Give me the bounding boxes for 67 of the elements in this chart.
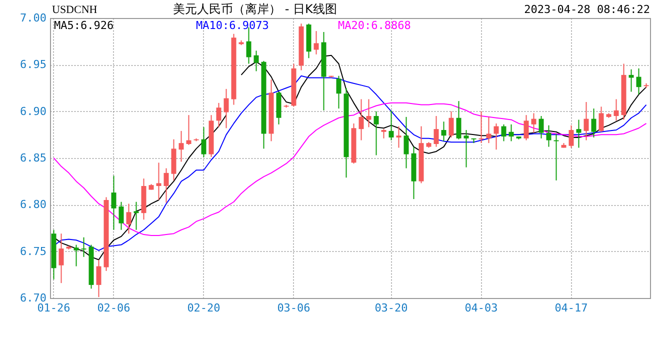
candlestick bbox=[508, 124, 514, 142]
y-tick-label: 6.95 bbox=[20, 58, 46, 72]
candlestick bbox=[441, 121, 446, 142]
candlestick bbox=[404, 116, 409, 169]
candlestick bbox=[576, 119, 582, 148]
y-tick-label: 6.80 bbox=[20, 198, 46, 212]
line-series bbox=[53, 102, 647, 236]
candlestick bbox=[111, 175, 116, 230]
y-tick-label: 6.75 bbox=[20, 244, 46, 258]
candlestick bbox=[254, 50, 259, 72]
candlestick bbox=[358, 98, 364, 141]
candlestick bbox=[598, 106, 604, 132]
x-tick-label: 02-20 bbox=[187, 302, 220, 314]
x-tick-label: 03-06 bbox=[277, 302, 310, 314]
candlestick bbox=[58, 233, 64, 284]
candlestick bbox=[74, 244, 79, 267]
candlestick bbox=[448, 110, 454, 138]
candlestick bbox=[186, 114, 192, 146]
candlestick bbox=[584, 102, 589, 141]
candlestick bbox=[381, 128, 386, 139]
candlestick bbox=[118, 201, 124, 230]
candlestick bbox=[156, 162, 162, 200]
x-tick-label: 01-26 bbox=[37, 302, 70, 314]
candlestick bbox=[81, 236, 86, 258]
x-tick-label: 04-03 bbox=[464, 302, 498, 314]
candlestick bbox=[486, 116, 492, 144]
candlestick bbox=[614, 98, 619, 122]
x-tick-label: 04-17 bbox=[554, 302, 588, 314]
candlestick bbox=[478, 110, 484, 144]
chart-subtitle: USDCNH bbox=[52, 4, 98, 16]
candlestick bbox=[531, 112, 536, 134]
candlestick bbox=[201, 126, 206, 158]
x-tick-label: 02-06 bbox=[97, 302, 130, 314]
x-tick-label: 03-20 bbox=[374, 302, 408, 314]
candlestick bbox=[336, 75, 342, 110]
y-tick-label: 6.85 bbox=[20, 152, 46, 164]
candlestick bbox=[314, 30, 319, 55]
text: 2023-04-28 08:46:22 bbox=[524, 3, 650, 16]
candlestick bbox=[546, 124, 552, 148]
candlestick bbox=[568, 124, 574, 148]
candlestick bbox=[396, 126, 402, 148]
candlestick bbox=[164, 168, 169, 204]
candlestick bbox=[224, 88, 229, 129]
candlestick bbox=[494, 122, 499, 150]
chart-title: 美元人民币（离岸） - 日K线图 bbox=[173, 2, 337, 16]
candlestick bbox=[636, 68, 642, 96]
y-tick-label: 6.70 bbox=[20, 292, 46, 304]
candlestick bbox=[434, 116, 439, 148]
candlestick bbox=[591, 108, 596, 138]
candlestick bbox=[126, 203, 132, 234]
candlestick bbox=[388, 110, 394, 141]
candlestick bbox=[456, 100, 462, 140]
candlestick bbox=[524, 114, 529, 141]
candlestick bbox=[216, 102, 222, 128]
candlestick bbox=[178, 130, 184, 162]
y-tick-label: 7.00 bbox=[20, 12, 46, 24]
candlestick bbox=[96, 259, 102, 298]
candlestick bbox=[366, 98, 372, 128]
text: MA10:6.9073 bbox=[196, 19, 269, 32]
text: MA20:6.8868 bbox=[338, 19, 411, 32]
y-tick-label: 6.90 bbox=[20, 104, 46, 118]
candlestick bbox=[134, 201, 139, 230]
candlestick bbox=[464, 130, 469, 168]
candlestick bbox=[374, 110, 379, 156]
candlestick bbox=[501, 124, 506, 142]
candlestick bbox=[538, 116, 544, 139]
text: MA5:6.926 bbox=[54, 19, 114, 32]
